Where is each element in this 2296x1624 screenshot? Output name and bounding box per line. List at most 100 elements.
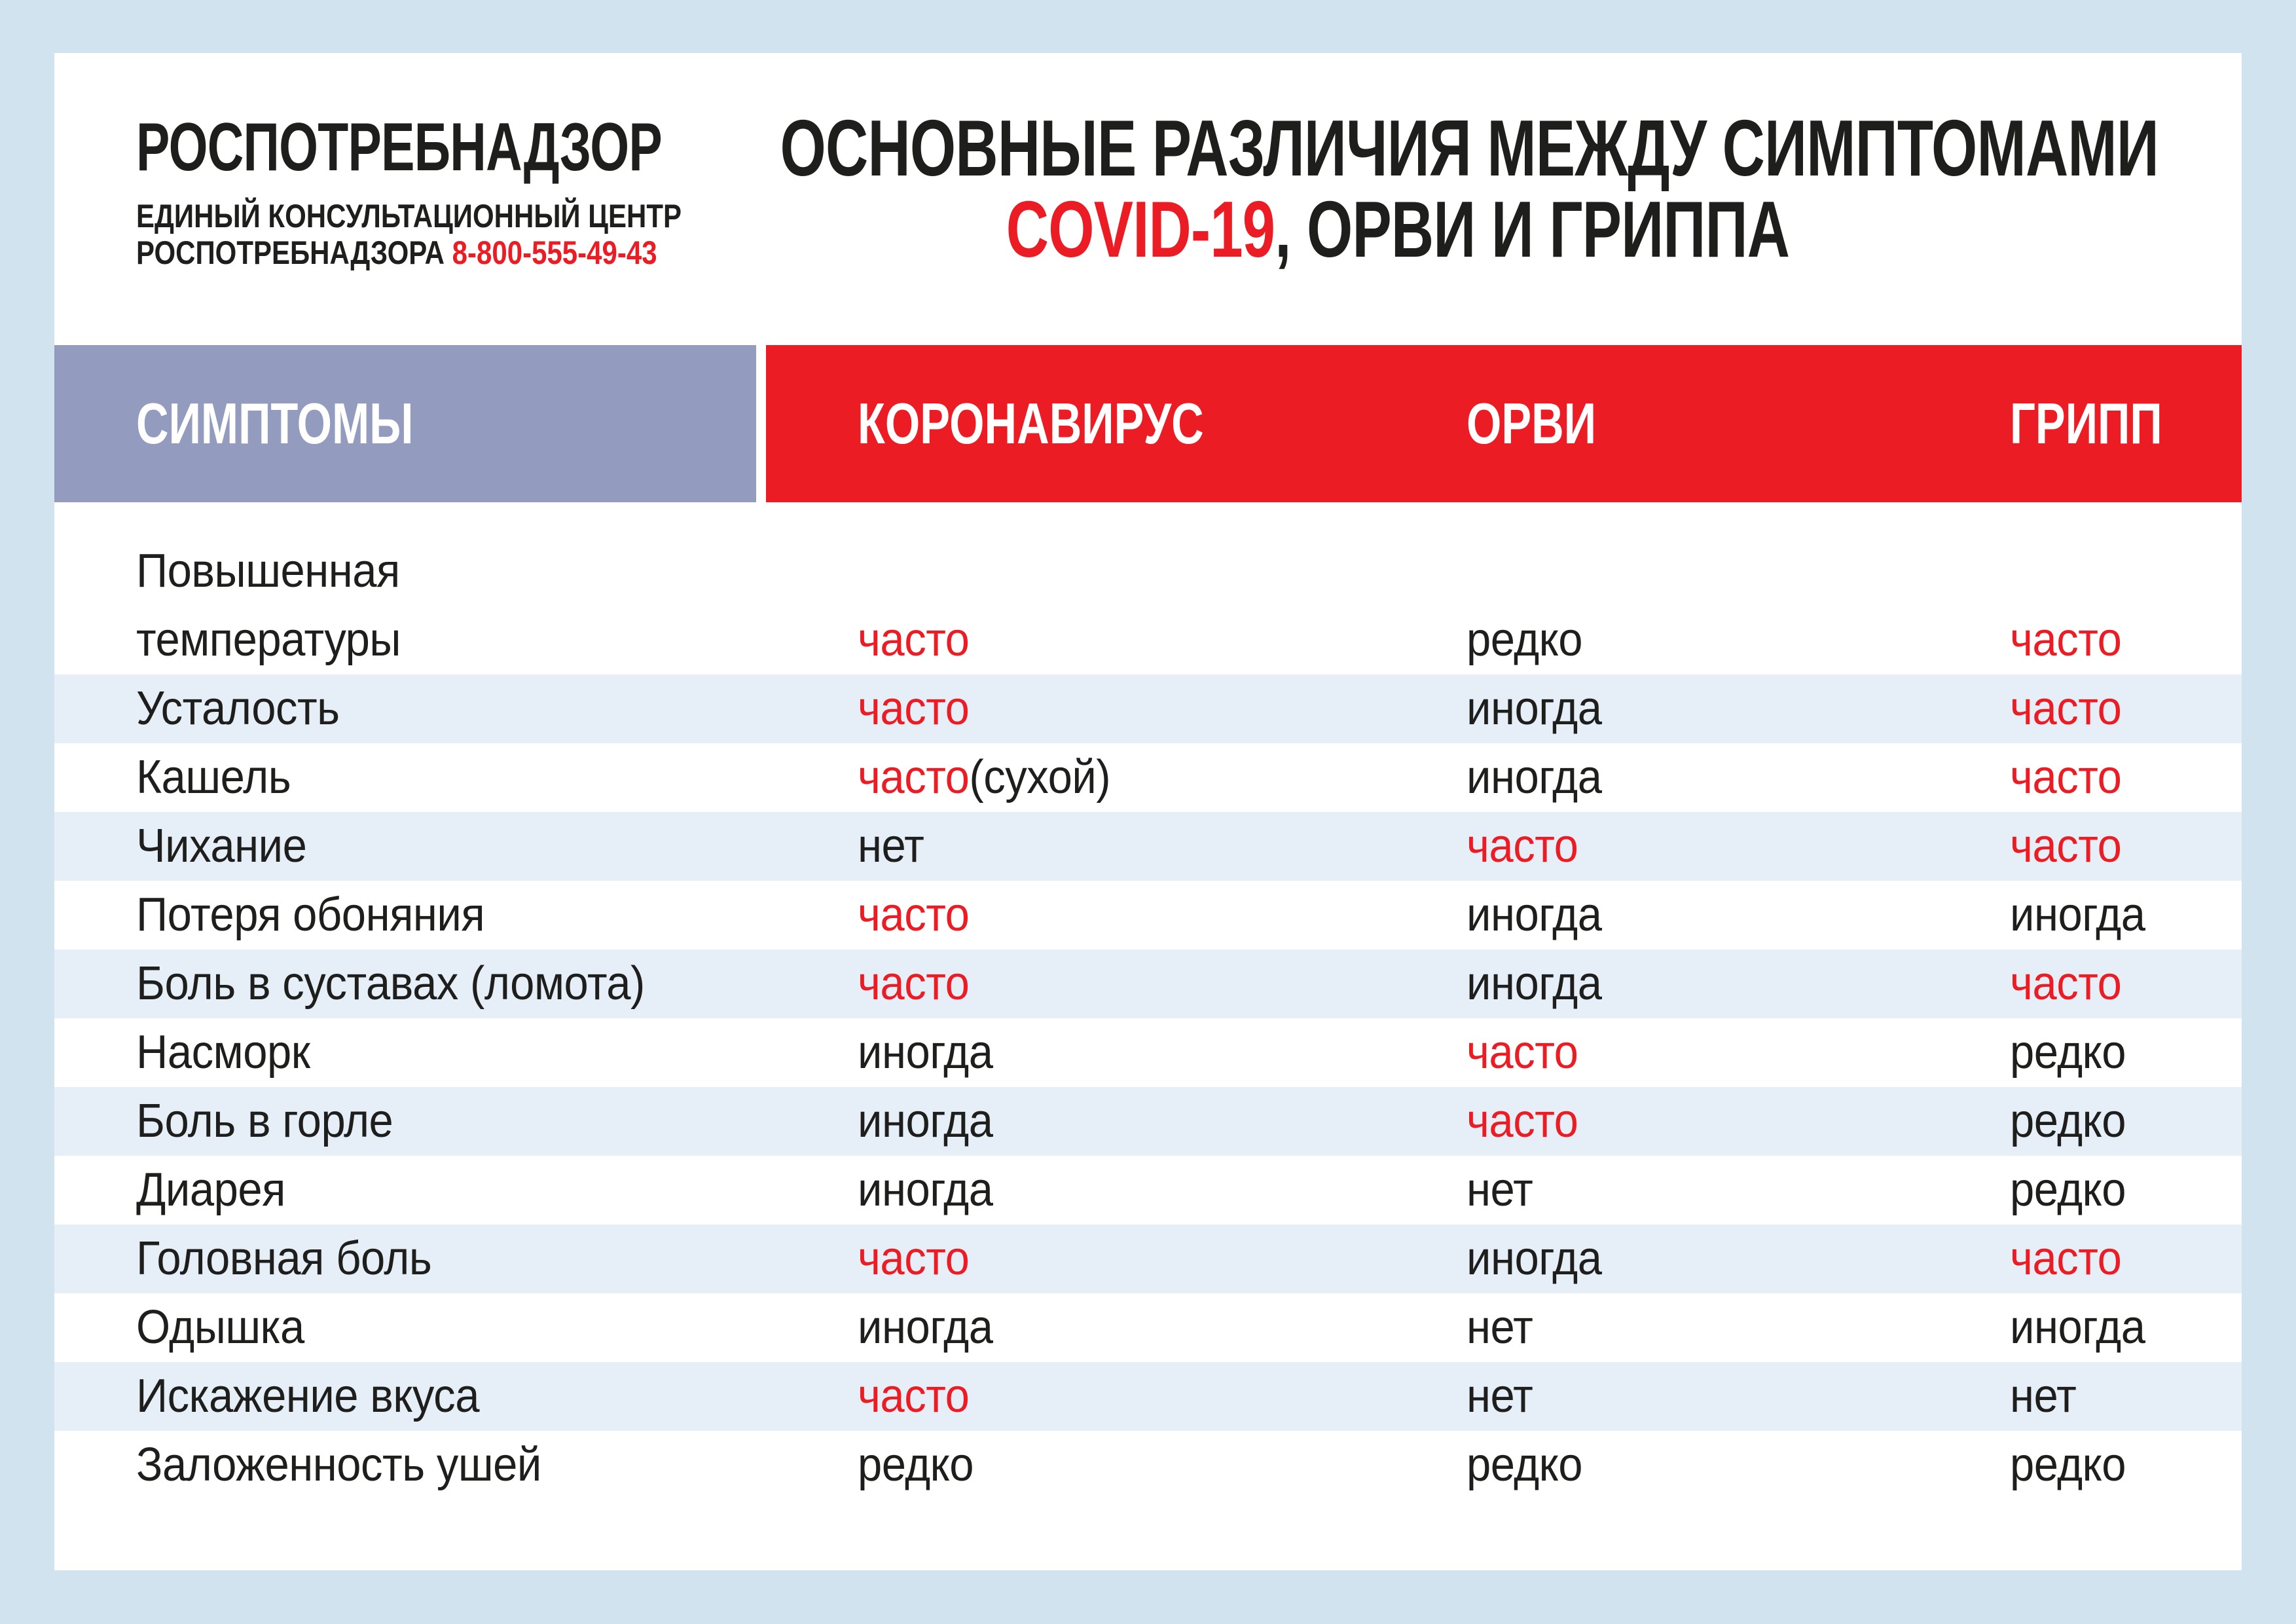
symptom-label: Заложенность ушей xyxy=(136,1439,541,1491)
value-cell: нет xyxy=(1385,1156,1929,1225)
value-text: часто xyxy=(1467,1095,1578,1147)
table-header-band: СИМПТОМЫ КОРОНАВИРУС ОРВИ ГРИПП xyxy=(54,345,2242,502)
symptom-label: Чихание xyxy=(136,820,307,872)
symptom-cell: Усталость xyxy=(54,674,776,743)
title-line-2-rest: , ОРВИ И ГРИППА xyxy=(1275,185,1790,274)
value-text: иногда xyxy=(1467,682,1602,735)
symptom-label: Насморк xyxy=(136,1026,310,1079)
value-text: нет xyxy=(1467,1164,1533,1216)
table-row: Диарея иногда нет редко xyxy=(54,1156,2242,1225)
value-cell: иногда xyxy=(1385,743,1929,812)
symptom-cell: Искажение вкуса xyxy=(54,1362,776,1431)
value-text: часто xyxy=(2010,751,2122,803)
value-cell: иногда xyxy=(1385,881,1929,950)
symptom-cell: Кашель xyxy=(54,743,776,812)
value-text: иногда xyxy=(1467,1232,1602,1285)
symptom-label: Боль в суставах (ломота) xyxy=(136,957,645,1010)
header-col-orvi-label: ОРВИ xyxy=(1467,391,1597,456)
table-row: Одышка иногда нет иногда xyxy=(54,1293,2242,1362)
logo-subtitle-line2-text: РОСПОТРЕБНАДЗОРА xyxy=(136,234,445,271)
value-text: редко xyxy=(2010,1095,2126,1147)
title-line-1: ОСНОВНЫЕ РАЗЛИЧИЯ МЕЖДУ СИМПТОМАМИ xyxy=(780,103,2159,193)
table-row: Насморк иногда часто редко xyxy=(54,1018,2242,1087)
table-row: Головная боль часто иногда часто xyxy=(54,1225,2242,1293)
value-cell: часто xyxy=(776,881,1385,950)
value-text: иногда xyxy=(858,1164,993,1216)
value-text: редко xyxy=(1467,1439,1583,1491)
value-cell: иногда xyxy=(1385,674,1929,743)
header-col-orvi: ОРВИ xyxy=(1385,390,1929,457)
value-cell: редко xyxy=(1385,1431,1929,1500)
value-cell: часто xyxy=(1929,812,2242,881)
symptom-cell: Чихание xyxy=(54,812,776,881)
value-text: редко xyxy=(2010,1164,2126,1216)
value-text: часто xyxy=(858,1232,970,1285)
value-cell: редко xyxy=(1929,1431,2242,1500)
value-text: нет xyxy=(2010,1370,2077,1422)
value-cell: часто xyxy=(776,1362,1385,1431)
value-cell: часто xyxy=(776,674,1385,743)
value-cell: иногда xyxy=(776,1087,1385,1156)
table-row: Повышенная температуры часто редко часто xyxy=(54,502,2242,674)
value-text: редко xyxy=(2010,1026,2126,1079)
table-row: Чихание нет часто часто xyxy=(54,812,2242,881)
value-text: часто xyxy=(858,957,970,1010)
value-text: иногда xyxy=(858,1095,993,1147)
value-text: нет xyxy=(1467,1301,1533,1354)
symptom-cell: Насморк xyxy=(54,1018,776,1087)
value-cell: иногда xyxy=(776,1018,1385,1087)
value-cell: нет xyxy=(1929,1362,2242,1431)
symptom-label: Боль в горле xyxy=(136,1095,393,1147)
logo-subtitle-line2: РОСПОТРЕБНАДЗОРА 8-800-555-49-43 xyxy=(136,234,682,271)
value-text: часто(сухой) xyxy=(858,751,1111,803)
value-text: нет xyxy=(858,820,924,872)
value-cell: редко xyxy=(1929,1018,2242,1087)
value-cell: часто xyxy=(776,502,1385,674)
table-row: Потеря обоняния часто иногда иногда xyxy=(54,881,2242,950)
symptom-label: температуры xyxy=(136,614,401,666)
value-cell: часто xyxy=(1929,950,2242,1018)
logo-subtitle-line1: ЕДИНЫЙ КОНСУЛЬТАЦИОННЫЙ ЦЕНТР xyxy=(136,198,682,234)
table-row: Заложенность ушей редко редко редко xyxy=(54,1431,2242,1500)
symptom-cell: Заложенность ушей xyxy=(54,1431,776,1500)
value-cell: редко xyxy=(1929,1087,2242,1156)
table-row: Искажение вкуса часто нет нет xyxy=(54,1362,2242,1431)
value-cell: нет xyxy=(1385,1293,1929,1362)
symptom-cell: Головная боль xyxy=(54,1225,776,1293)
value-cell: нет xyxy=(1385,1362,1929,1431)
value-cell: часто xyxy=(1385,1087,1929,1156)
symptom-label: Потеря обоняния xyxy=(136,889,485,941)
value-cell: часто xyxy=(1929,743,2242,812)
table-row: Усталость часто иногда часто xyxy=(54,674,2242,743)
logo-subtitle: ЕДИНЫЙ КОНСУЛЬТАЦИОННЫЙ ЦЕНТР РОСПОТРЕБН… xyxy=(136,198,786,271)
value-text: редко xyxy=(1467,614,1583,666)
symptom-cell: Одышка xyxy=(54,1293,776,1362)
poster-title: ОСНОВНЫЕ РАЗЛИЧИЯ МЕЖДУ СИМПТОМАМИ COVID… xyxy=(563,107,2232,270)
symptom-cell: Повышенная температуры xyxy=(54,502,776,674)
value-cell: часто xyxy=(1385,812,1929,881)
header-col-coronavirus-label: КОРОНАВИРУС xyxy=(858,391,1204,456)
header-col-coronavirus: КОРОНАВИРУС xyxy=(766,390,1385,457)
symptom-cell: Диарея xyxy=(54,1156,776,1225)
value-cell: иногда xyxy=(1929,881,2242,950)
covid19-highlight: COVID-19 xyxy=(1006,185,1275,274)
table-row: Кашель часто(сухой) иногда часто xyxy=(54,743,2242,812)
header-gap xyxy=(756,345,766,502)
value-text: часто xyxy=(2010,682,2122,735)
value-cell: часто xyxy=(776,1225,1385,1293)
value-cell: иногда xyxy=(1929,1293,2242,1362)
value-text: редко xyxy=(858,1439,974,1491)
symptom-label: Искажение вкуса xyxy=(136,1370,479,1422)
value-cell: часто xyxy=(1929,1225,2242,1293)
value-cell: редко xyxy=(776,1431,1385,1500)
value-cell: иногда xyxy=(776,1156,1385,1225)
symptom-label: Кашель xyxy=(136,751,291,803)
value-text: часто xyxy=(2010,614,2122,666)
value-cell: иногда xyxy=(1385,1225,1929,1293)
value-text: часто xyxy=(858,1370,970,1422)
title-line-2: COVID-19, ОРВИ И ГРИППА xyxy=(780,189,2016,270)
table-row: Боль в суставах (ломота) часто иногда часто xyxy=(54,950,2242,1018)
symptom-cell: Боль в суставах (ломота) xyxy=(54,950,776,1018)
value-text: иногда xyxy=(858,1026,993,1079)
value-text: иногда xyxy=(2010,1301,2145,1354)
